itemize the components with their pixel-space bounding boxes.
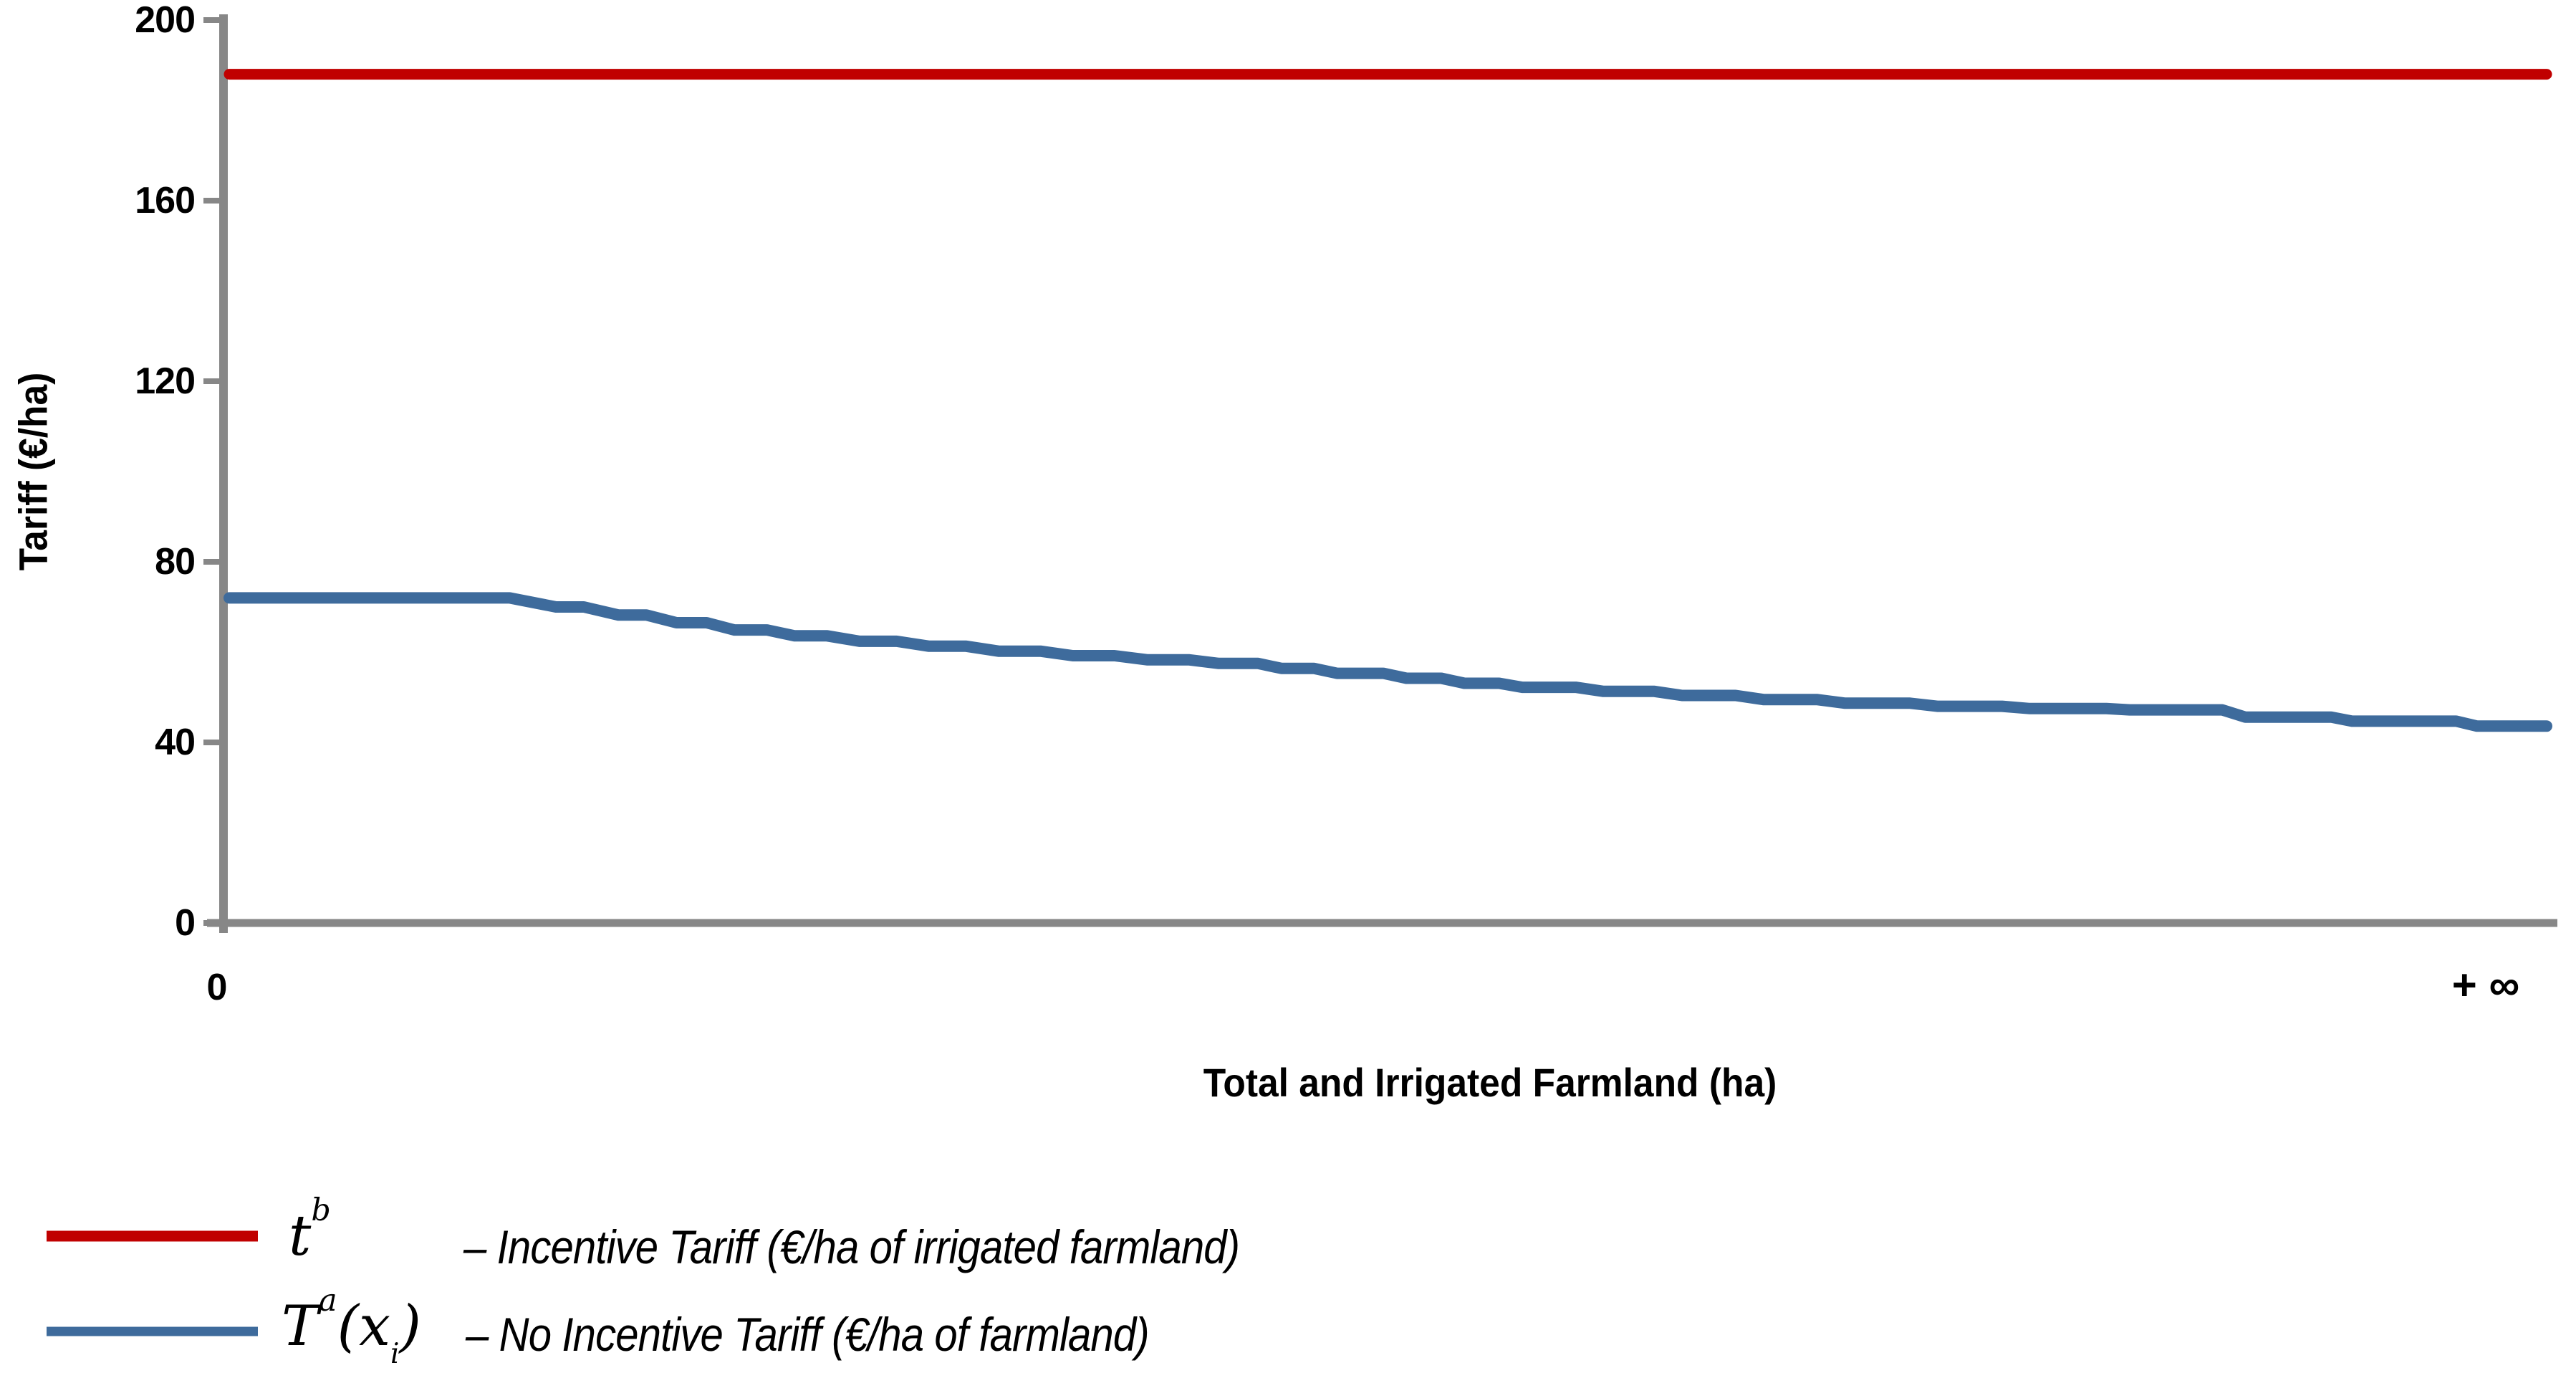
y-tick-200: 200: [135, 0, 196, 41]
legend-label-no-incentive: – No Incentive Tariff (€/ha of farmland): [466, 1308, 1150, 1361]
paren-close: ): [399, 1294, 421, 1359]
x-axis-title: Total and Irrigated Farmland (ha): [1203, 1060, 1777, 1105]
paren-open: (: [337, 1294, 360, 1359]
legend-symbol-no-incentive: Ta(xi): [282, 1285, 421, 1368]
legend-label-incentive: – Incentive Tariff (€/ha of irrigated fa…: [463, 1220, 1240, 1273]
T-superscript: a: [319, 1282, 337, 1319]
y-axis-title: Tariff (€/ha): [10, 372, 56, 571]
y-tick-80: 80: [155, 541, 196, 583]
no-incentive-tariff-line: [224, 592, 2552, 732]
x-variable: x: [359, 1294, 391, 1359]
y-tick-160: 160: [135, 180, 196, 221]
legend-symbol-incentive: tb: [289, 1195, 331, 1264]
t-superscript: b: [311, 1192, 331, 1228]
y-tick-40: 40: [155, 722, 196, 763]
x-tick-zero: 0: [206, 967, 228, 1008]
t-symbol: t: [289, 1204, 312, 1268]
x-subscript: i: [390, 1338, 400, 1371]
y-axis-ticks: [203, 17, 224, 926]
T-symbol: T: [282, 1294, 319, 1359]
x-tick-infinity: + ∞: [2451, 961, 2520, 1009]
y-tick-120: 120: [135, 360, 196, 402]
y-tick-0: 0: [175, 902, 196, 944]
